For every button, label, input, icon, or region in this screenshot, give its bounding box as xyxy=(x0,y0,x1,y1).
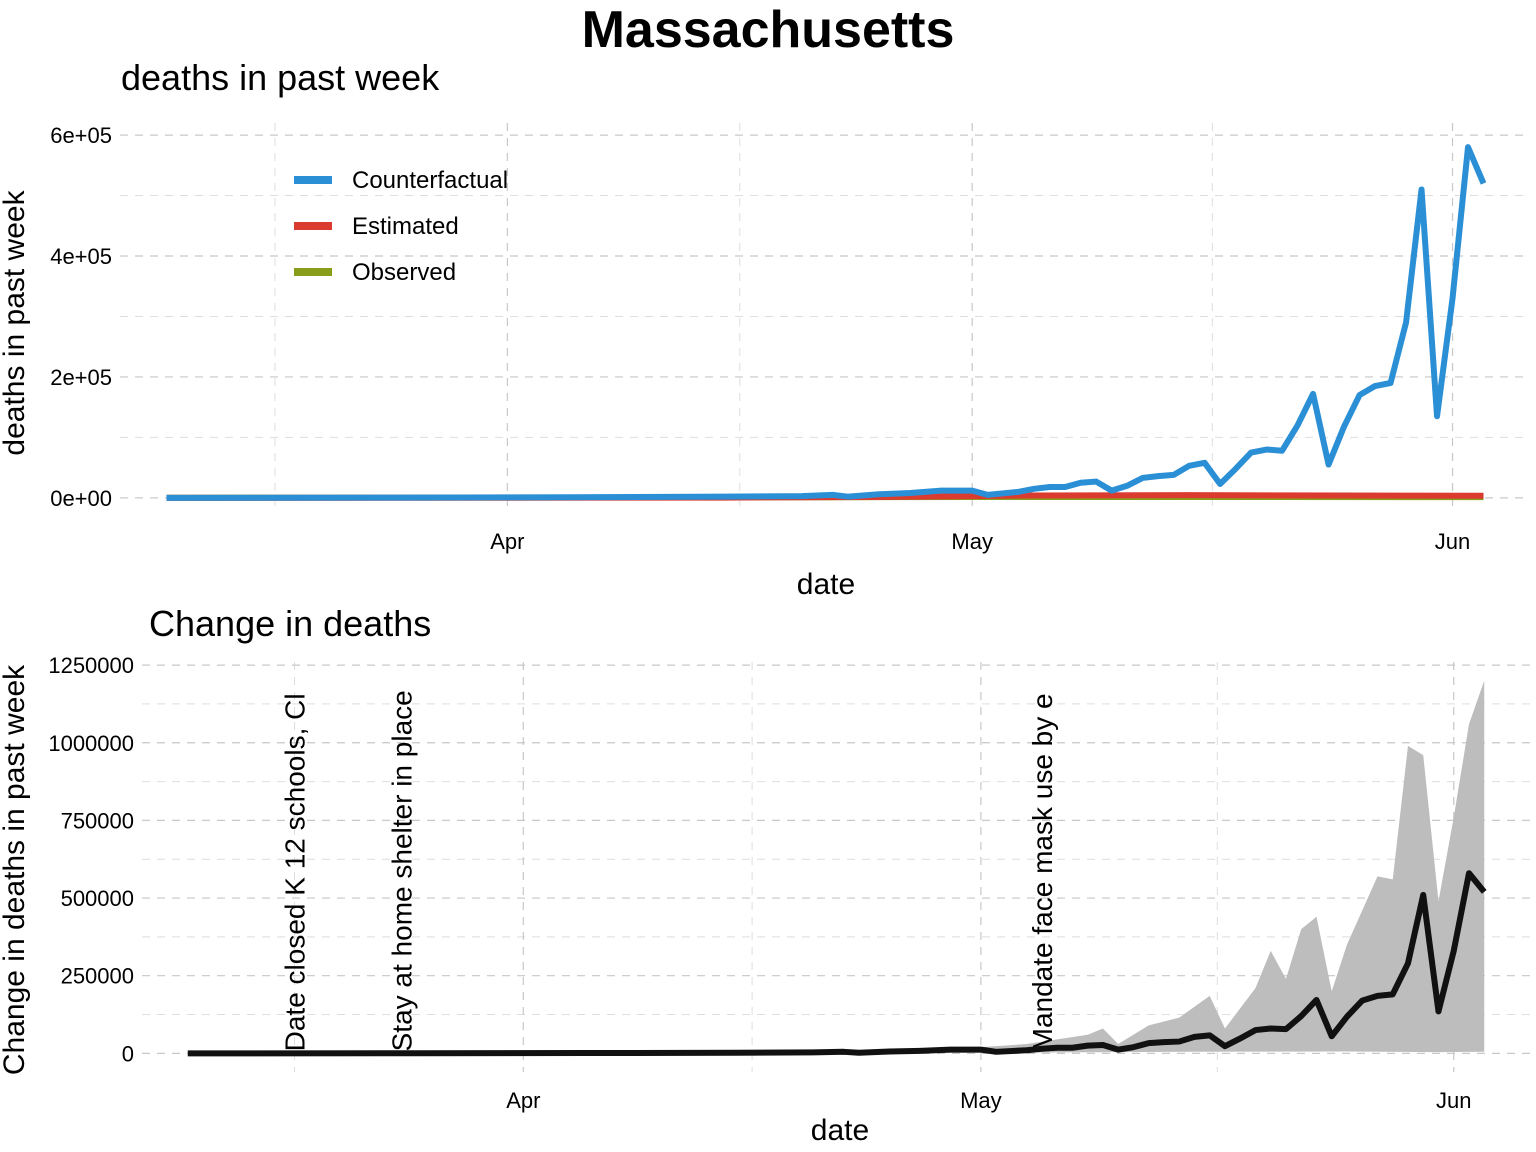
intervention-annotation: Stay at home shelter in place xyxy=(386,690,417,1051)
y-tick-label: 0e+00 xyxy=(50,486,112,511)
bottom-panel-title: Change in deaths xyxy=(149,603,431,644)
uncertainty-band-area xyxy=(187,680,1485,1054)
bottom-x-axis-ticks: Apr May Jun xyxy=(506,1088,1471,1113)
change-uncertainty-band xyxy=(187,680,1485,1054)
bottom-y-axis-ticks: 0 250000 500000 750000 1000000 1250000 xyxy=(48,653,134,1066)
y-tick-label: 6e+05 xyxy=(50,123,112,148)
bottom-x-axis-title: date xyxy=(811,1114,869,1147)
top-y-axis-ticks: 0e+00 2e+05 4e+05 6e+05 xyxy=(50,123,112,511)
top-grid xyxy=(120,123,1530,513)
y-tick-label: 1000000 xyxy=(48,731,134,756)
x-tick-label: Jun xyxy=(1435,529,1470,554)
legend-label-counterfactual: Counterfactual xyxy=(352,167,508,194)
bottom-y-axis-title: Change in deaths in past week xyxy=(0,664,31,1075)
top-series-lines xyxy=(166,144,1487,501)
intervention-annotation: Mandate face mask use by e xyxy=(1027,693,1058,1051)
y-tick-label: 750000 xyxy=(61,808,134,833)
x-tick-label: Apr xyxy=(490,529,524,554)
top-panel-chart: deaths in past week 0e+00 2e+05 4e+05 6e+05… xyxy=(0,57,1530,601)
y-tick-label: 2e+05 xyxy=(50,365,112,390)
chart-main-title: Massachusetts xyxy=(581,1,955,59)
bottom-panel-chart: Change in deaths Date closed K 12 school… xyxy=(0,603,1530,1147)
bottom-series-lines xyxy=(187,870,1487,1057)
legend-label-estimated: Estimated xyxy=(352,213,459,240)
intervention-annotations: Date closed K 12 schools, Cl Stay at home… xyxy=(280,690,1058,1051)
y-tick-label: 500000 xyxy=(61,886,134,911)
x-tick-label: Apr xyxy=(506,1088,540,1113)
y-tick-label: 4e+05 xyxy=(50,244,112,269)
y-tick-label: 1250000 xyxy=(48,653,134,678)
legend-label-observed: Observed xyxy=(352,259,456,286)
legend: Counterfactual Estimated Observed xyxy=(294,167,508,286)
top-x-axis-ticks: Apr May Jun xyxy=(490,529,1470,554)
intervention-annotation: Date closed K 12 schools, Cl xyxy=(280,693,311,1051)
counterfactual-series-line xyxy=(166,144,1487,501)
top-y-axis-title: deaths in past week xyxy=(0,189,31,455)
x-tick-label: May xyxy=(951,529,993,554)
y-tick-label: 250000 xyxy=(61,964,134,989)
change-in-deaths-series-line xyxy=(187,870,1487,1057)
x-tick-label: Jun xyxy=(1436,1088,1471,1113)
top-panel-title: deaths in past week xyxy=(121,57,440,98)
x-tick-label: May xyxy=(960,1088,1002,1113)
y-tick-label: 0 xyxy=(122,1041,134,1066)
top-x-axis-title: date xyxy=(797,568,855,601)
